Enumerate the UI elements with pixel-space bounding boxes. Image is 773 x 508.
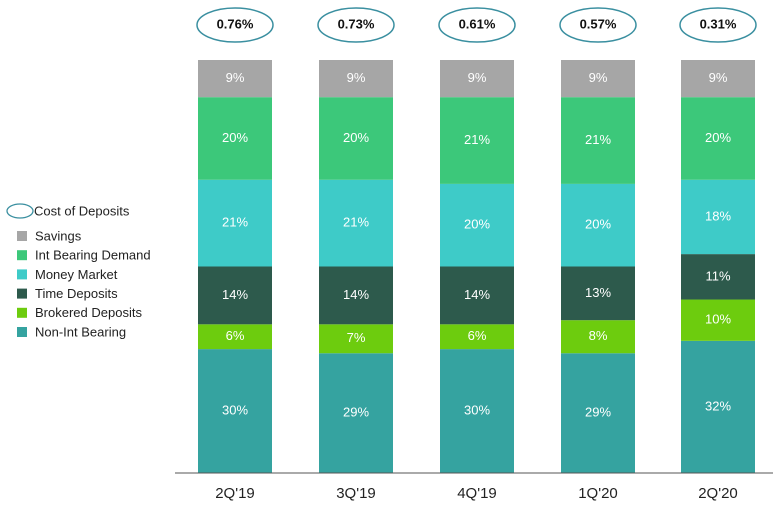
data-label: 30% — [464, 402, 490, 417]
data-label: 20% — [705, 130, 731, 145]
legend-swatch — [17, 231, 27, 241]
data-label: 14% — [222, 287, 248, 302]
bar-segment — [198, 97, 272, 180]
bar-segment — [198, 266, 272, 325]
data-label: 6% — [468, 328, 487, 343]
data-label: 14% — [343, 287, 369, 302]
bar-segment — [440, 266, 514, 325]
cost-label: 0.31% — [700, 16, 737, 31]
data-label: 20% — [585, 217, 611, 232]
data-label: 13% — [585, 285, 611, 300]
bar-segment — [561, 320, 635, 354]
cost-label: 0.73% — [338, 16, 375, 31]
legend-label: Savings — [35, 228, 82, 243]
legend-label: Money Market — [35, 267, 118, 282]
data-label: 21% — [585, 132, 611, 147]
legend-swatch — [17, 288, 27, 299]
cost-oval — [559, 7, 637, 43]
data-label: 9% — [226, 70, 245, 85]
data-label: 20% — [464, 217, 490, 232]
data-label: 11% — [705, 268, 730, 283]
data-label: 32% — [705, 398, 731, 413]
bar-segment — [440, 60, 514, 98]
legend-swatch — [17, 269, 27, 280]
data-label: 9% — [589, 70, 608, 85]
bar-segment — [198, 60, 272, 98]
bar-segment — [319, 179, 393, 267]
data-label: 14% — [464, 287, 490, 302]
bar-segment — [681, 299, 755, 341]
data-label: 10% — [705, 312, 731, 327]
data-label: 30% — [222, 402, 248, 417]
bar-segment — [440, 183, 514, 267]
legend-swatch — [17, 307, 27, 318]
bar-segment — [440, 324, 514, 350]
x-tick-label: 1Q'20 — [578, 485, 618, 502]
bar-segment — [198, 324, 272, 350]
cost-label: 0.76% — [217, 16, 254, 31]
data-label: 9% — [709, 70, 728, 85]
x-tick-label: 4Q'19 — [457, 485, 497, 502]
bar-segment — [319, 353, 393, 473]
bar-segment — [681, 254, 755, 300]
data-label: 29% — [585, 405, 611, 420]
data-label: 7% — [347, 330, 366, 345]
data-label: 21% — [343, 215, 369, 230]
legend-label: Non-Int Bearing — [35, 324, 126, 339]
x-tick-label: 2Q'19 — [215, 485, 255, 502]
data-label: 21% — [464, 132, 490, 147]
data-label: 21% — [222, 215, 248, 230]
bar-segment — [198, 179, 272, 267]
data-label: 20% — [222, 130, 248, 145]
cost-oval — [438, 7, 516, 43]
data-label: 8% — [589, 328, 608, 343]
bar-segment — [440, 97, 514, 184]
bar-segment — [681, 97, 755, 180]
legend-label: Cost of Deposits — [34, 203, 130, 218]
bar-segment — [198, 349, 272, 473]
bar-segment — [561, 353, 635, 473]
bar-segment — [681, 60, 755, 98]
bar-segment — [319, 97, 393, 180]
cost-oval — [679, 7, 757, 43]
bar-segment — [319, 60, 393, 98]
bar-segment — [440, 349, 514, 473]
cost-oval — [317, 7, 395, 43]
bar-segment — [561, 60, 635, 98]
bar-segment — [681, 179, 755, 255]
data-label: 18% — [705, 208, 731, 223]
data-label: 20% — [343, 130, 369, 145]
data-label: 6% — [226, 328, 245, 343]
legend-oval — [6, 203, 34, 219]
bar-segment — [681, 340, 755, 473]
bar-segment — [561, 183, 635, 267]
x-tick-label: 2Q'20 — [698, 485, 738, 502]
x-tick-label: 3Q'19 — [336, 485, 376, 502]
data-label: 29% — [343, 405, 369, 420]
cost-label: 0.57% — [580, 16, 617, 31]
bar-segment — [319, 324, 393, 354]
legend-label: Time Deposits — [35, 286, 118, 301]
bar-segment — [561, 266, 635, 321]
legend-swatch — [17, 250, 27, 261]
data-label: 9% — [347, 70, 366, 85]
bar-segment — [319, 266, 393, 325]
cost-label: 0.61% — [459, 16, 496, 31]
legend-swatch — [17, 327, 27, 337]
legend-label: Int Bearing Demand — [35, 248, 151, 263]
data-label: 9% — [468, 70, 487, 85]
legend-label: Brokered Deposits — [35, 305, 142, 320]
bar-segment — [561, 97, 635, 184]
cost-oval — [196, 7, 274, 43]
